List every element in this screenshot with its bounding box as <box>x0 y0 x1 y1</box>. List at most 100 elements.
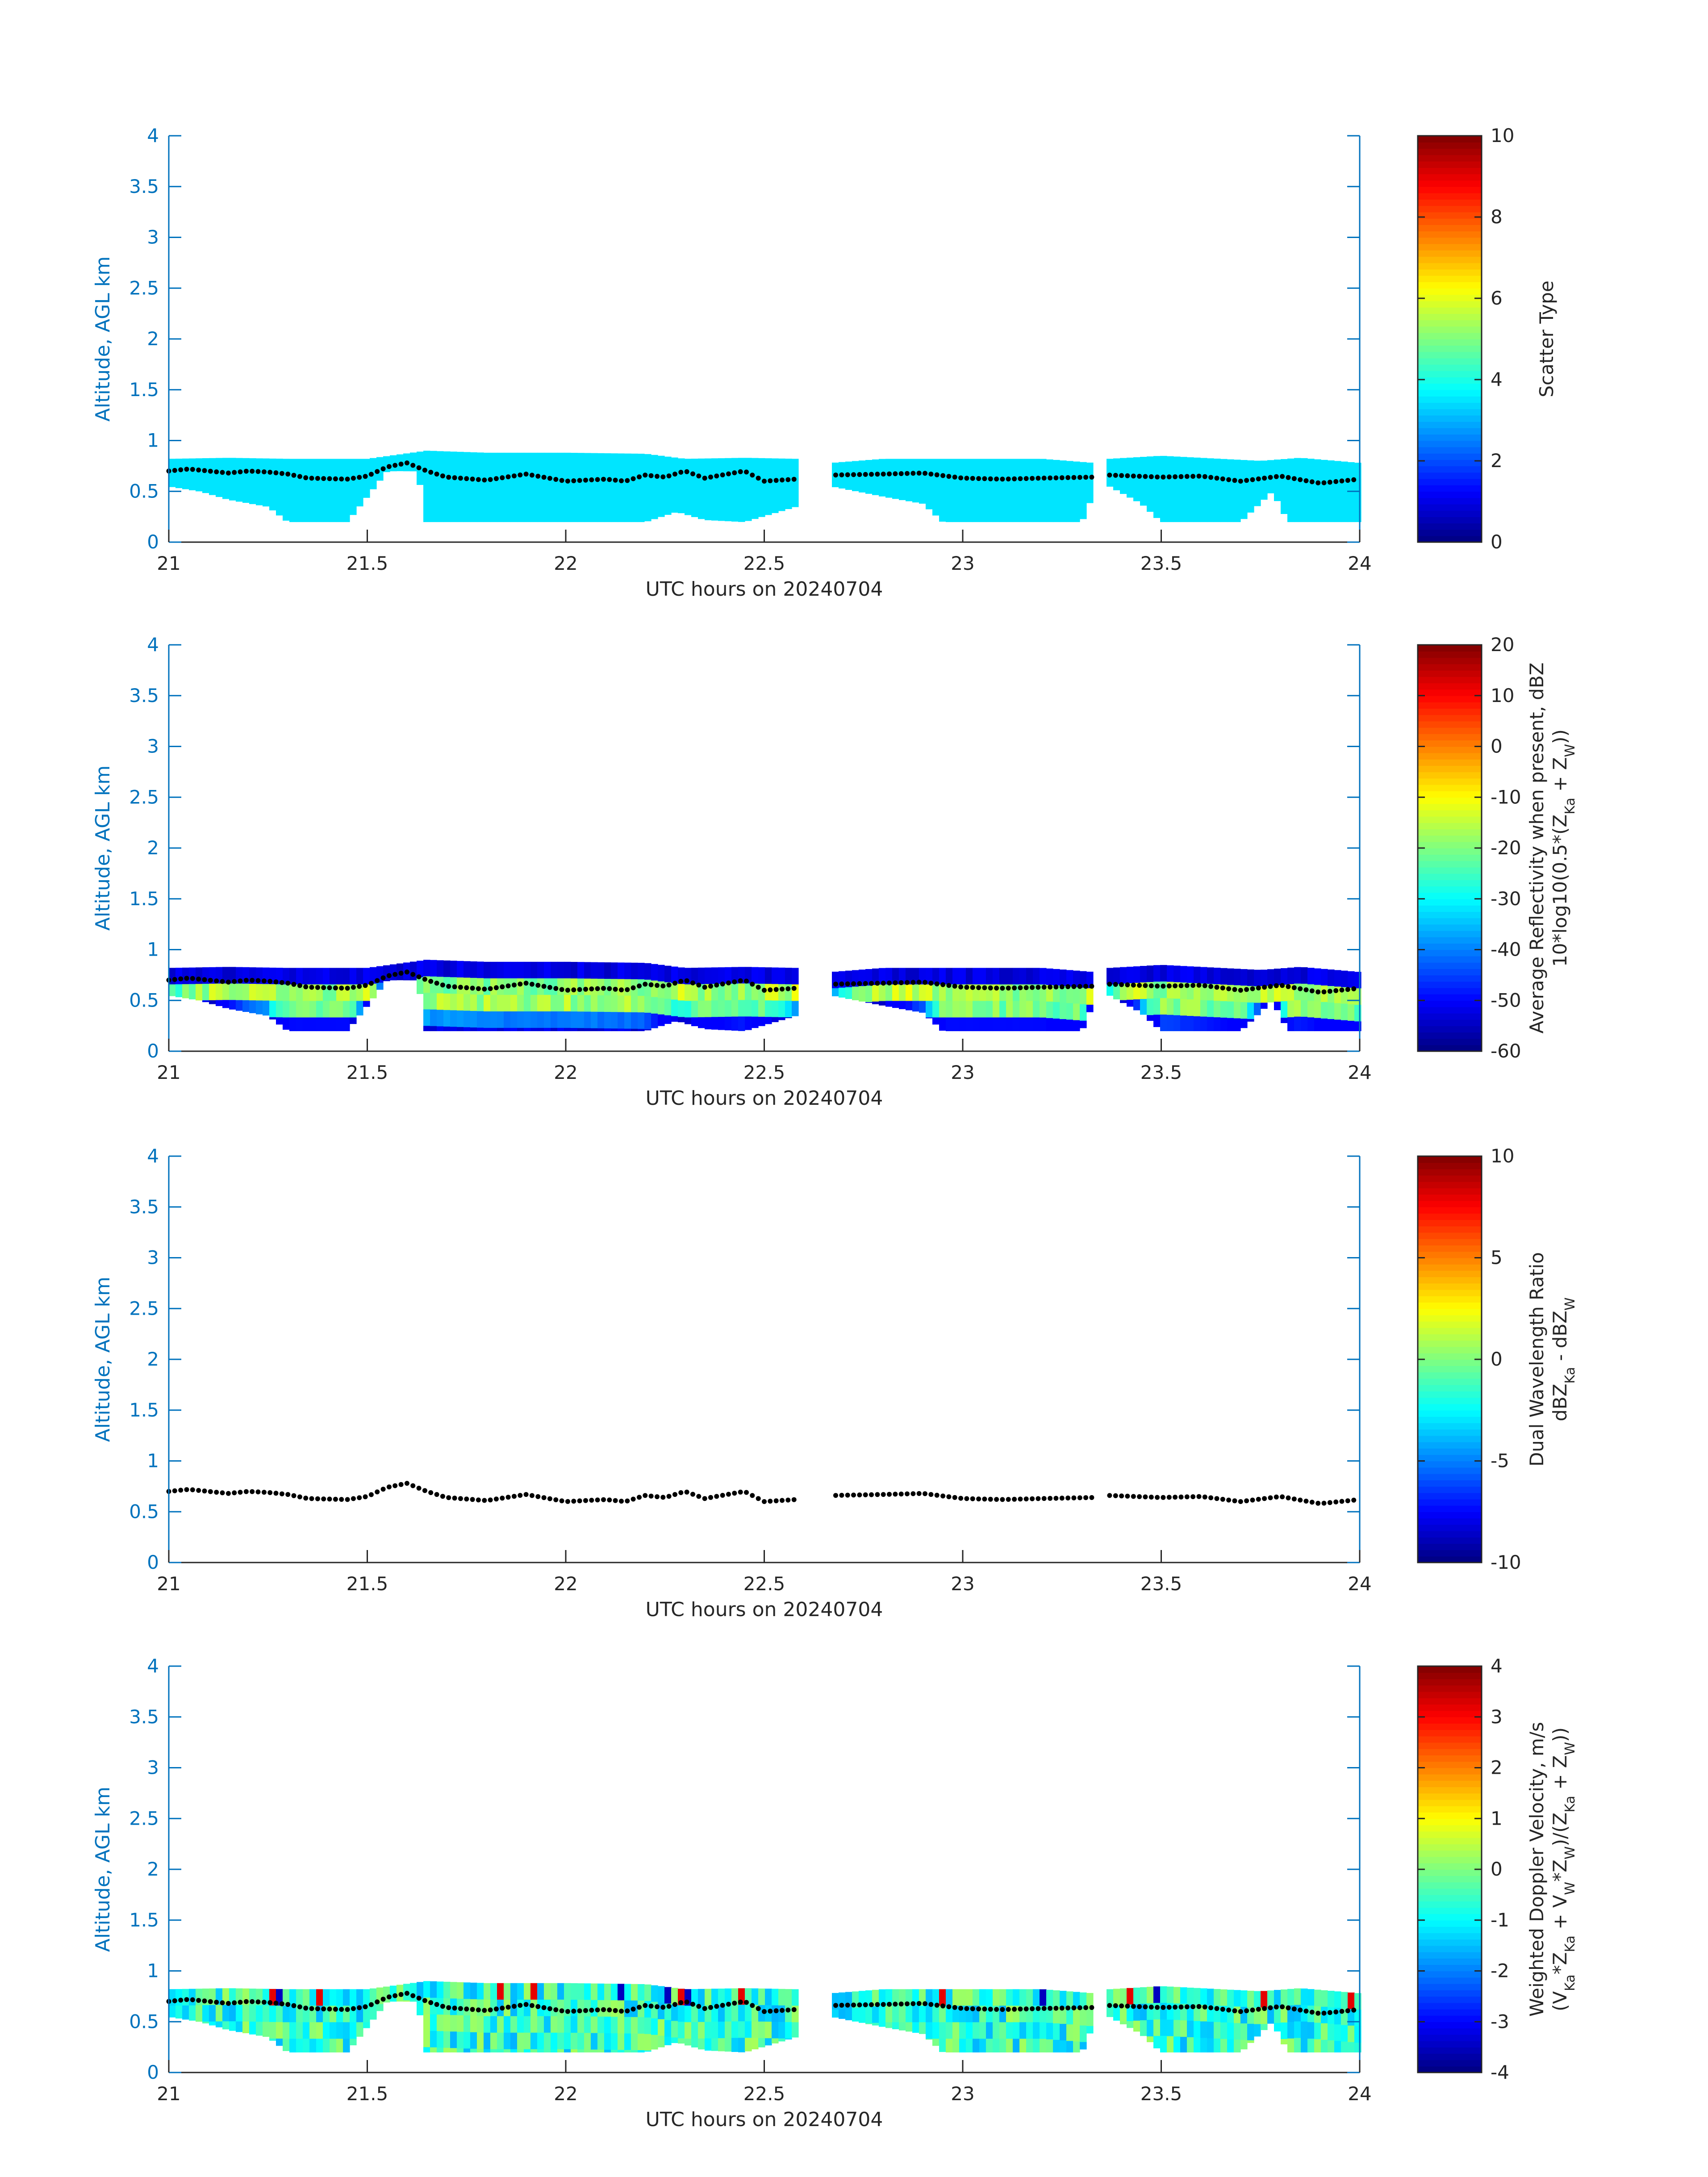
colorbar-swatch <box>1418 1277 1482 1284</box>
heatmap-cell <box>356 1001 363 1015</box>
heatmap-cell <box>1173 965 1181 982</box>
line-point <box>410 1483 416 1488</box>
colorbar-swatch <box>1418 371 1482 378</box>
line-point <box>910 2001 916 2006</box>
line-point <box>547 2006 552 2011</box>
line-point <box>589 986 594 991</box>
heatmap-cell <box>510 994 518 1012</box>
heatmap-cell <box>966 2022 973 2039</box>
line-point <box>785 477 791 482</box>
line-point <box>220 979 225 984</box>
line-point <box>1006 476 1011 482</box>
line-point <box>905 980 910 985</box>
line-point <box>279 2001 284 2006</box>
heatmap-cell <box>624 453 631 471</box>
colorbar-swatch <box>1418 880 1482 887</box>
colorbar-swatch <box>1418 670 1482 677</box>
heatmap-cell <box>611 2050 618 2053</box>
heatmap-cell <box>289 459 296 476</box>
heatmap-cell <box>1267 986 1274 1003</box>
heatmap-cell <box>1019 2022 1027 2039</box>
heatmap-cell <box>1167 506 1174 522</box>
colorbar-swatch <box>1418 969 1482 976</box>
heatmap-cell <box>1019 2039 1027 2053</box>
line-point <box>1089 475 1094 480</box>
heatmap-cell <box>1160 998 1167 1015</box>
heatmap-cell <box>879 1989 886 2006</box>
heatmap-cell <box>591 2049 598 2053</box>
heatmap-cell <box>1294 1000 1301 1017</box>
heatmap-cell <box>504 2049 511 2053</box>
y-tick-label: 3 <box>147 1247 159 1269</box>
heatmap-cell <box>283 984 290 1001</box>
heatmap-cell <box>1066 2041 1073 2053</box>
y-tick-label: 4 <box>147 1145 159 1167</box>
line-point <box>220 1490 225 1496</box>
line-point <box>1309 2010 1315 2015</box>
colorbar-swatch <box>1418 1971 1482 1978</box>
heatmap-cell <box>350 492 357 509</box>
colorbar-swatch <box>1418 1787 1482 1794</box>
heatmap-cell <box>1053 1990 1060 2007</box>
line-point <box>1226 2007 1232 2013</box>
line-point <box>1286 475 1291 480</box>
line-point <box>982 476 987 481</box>
heatmap-cell <box>1287 2038 1295 2053</box>
line-point <box>994 476 999 482</box>
heatmap-cell <box>1053 1018 1060 1032</box>
heatmap-cell <box>597 469 605 487</box>
heatmap-cell <box>202 2022 209 2024</box>
line-point <box>934 472 940 477</box>
heatmap-cell <box>1341 511 1348 522</box>
colorbar-swatch <box>1418 535 1482 543</box>
heatmap-cell <box>276 2006 283 2022</box>
colorbar-tick-label: 0 <box>1491 531 1503 553</box>
heatmap-cell <box>691 1001 698 1018</box>
heatmap-cell <box>1348 1020 1355 1032</box>
heatmap-cell <box>1006 1989 1013 2006</box>
heatmap-cell <box>1341 2041 1348 2053</box>
heatmap-cell <box>979 492 986 509</box>
heatmap-cell <box>1080 2025 1087 2043</box>
y-tick-label: 2 <box>147 1858 159 1880</box>
heatmap-cell <box>604 1984 611 2001</box>
heatmap-cell <box>758 2021 765 2039</box>
heatmap-cell <box>1080 1020 1087 1028</box>
line-point <box>422 1998 427 2003</box>
heatmap-cell <box>1066 970 1073 987</box>
line-point <box>845 981 850 986</box>
heatmap-cell <box>772 1989 779 2006</box>
line-point <box>881 1492 886 1497</box>
heatmap-cell <box>1227 2039 1234 2053</box>
colorbar-swatch <box>1418 1416 1482 1423</box>
line-point <box>678 979 684 984</box>
heatmap-cell <box>752 1988 759 2006</box>
line-point <box>898 2002 904 2007</box>
line-point <box>351 2006 356 2011</box>
heatmap-cell <box>711 1000 718 1017</box>
heatmap-cell <box>604 503 611 520</box>
heatmap-cell <box>765 475 772 492</box>
heatmap-cell <box>490 469 497 486</box>
heatmap-cell <box>175 1989 183 2006</box>
heatmap-cell <box>1334 510 1341 522</box>
heatmap-cell <box>731 2005 739 2022</box>
line-point <box>952 983 957 989</box>
line-point <box>297 1494 302 1500</box>
heatmap-cell <box>1060 986 1067 1003</box>
colorbar-swatch <box>1418 810 1482 817</box>
heatmap-cell <box>1140 1987 1147 2004</box>
heatmap-cell <box>189 984 196 999</box>
heatmap-cell <box>1040 968 1047 985</box>
heatmap-cell <box>202 491 209 493</box>
heatmap-cell <box>323 1989 330 2006</box>
line-point <box>238 2000 243 2005</box>
line-point <box>363 983 368 988</box>
heatmap-cell <box>296 968 303 985</box>
colorbar-tick-label: 0 <box>1491 1858 1503 1880</box>
x-tick-label: 21 <box>157 1061 180 1083</box>
heatmap-cell <box>1113 458 1120 476</box>
heatmap-cell <box>423 500 430 517</box>
heatmap-cell <box>1261 1003 1268 1009</box>
line-point <box>553 1497 559 1502</box>
